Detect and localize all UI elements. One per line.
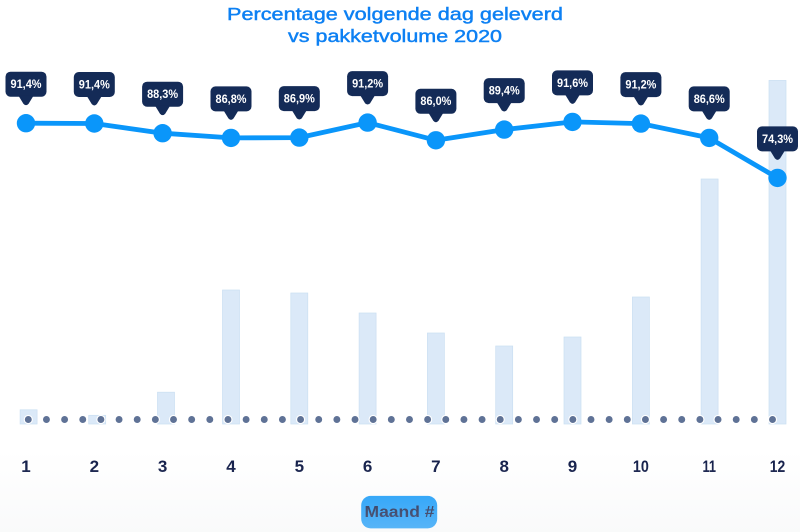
svg-text:91,4%: 91,4% bbox=[11, 79, 42, 91]
svg-text:88,3%: 88,3% bbox=[147, 89, 178, 101]
svg-text:86,8%: 86,8% bbox=[216, 94, 247, 106]
svg-text:86,0%: 86,0% bbox=[420, 96, 451, 108]
svg-text:89,4%: 89,4% bbox=[489, 86, 520, 98]
svg-text:91,6%: 91,6% bbox=[557, 78, 588, 90]
svg-text:91,2%: 91,2% bbox=[625, 80, 656, 92]
svg-text:91,2%: 91,2% bbox=[352, 79, 383, 91]
svg-text:Percentage volgende dag geleve: Percentage volgende dag geleverd bbox=[227, 4, 563, 24]
svg-text:74,3%: 74,3% bbox=[762, 134, 793, 146]
svg-text:86,6%: 86,6% bbox=[694, 94, 725, 106]
svg-text:86,9%: 86,9% bbox=[284, 94, 315, 106]
svg-text:vs pakketvolume 2020: vs pakketvolume 2020 bbox=[288, 26, 502, 46]
svg-text:91,4%: 91,4% bbox=[79, 79, 110, 91]
